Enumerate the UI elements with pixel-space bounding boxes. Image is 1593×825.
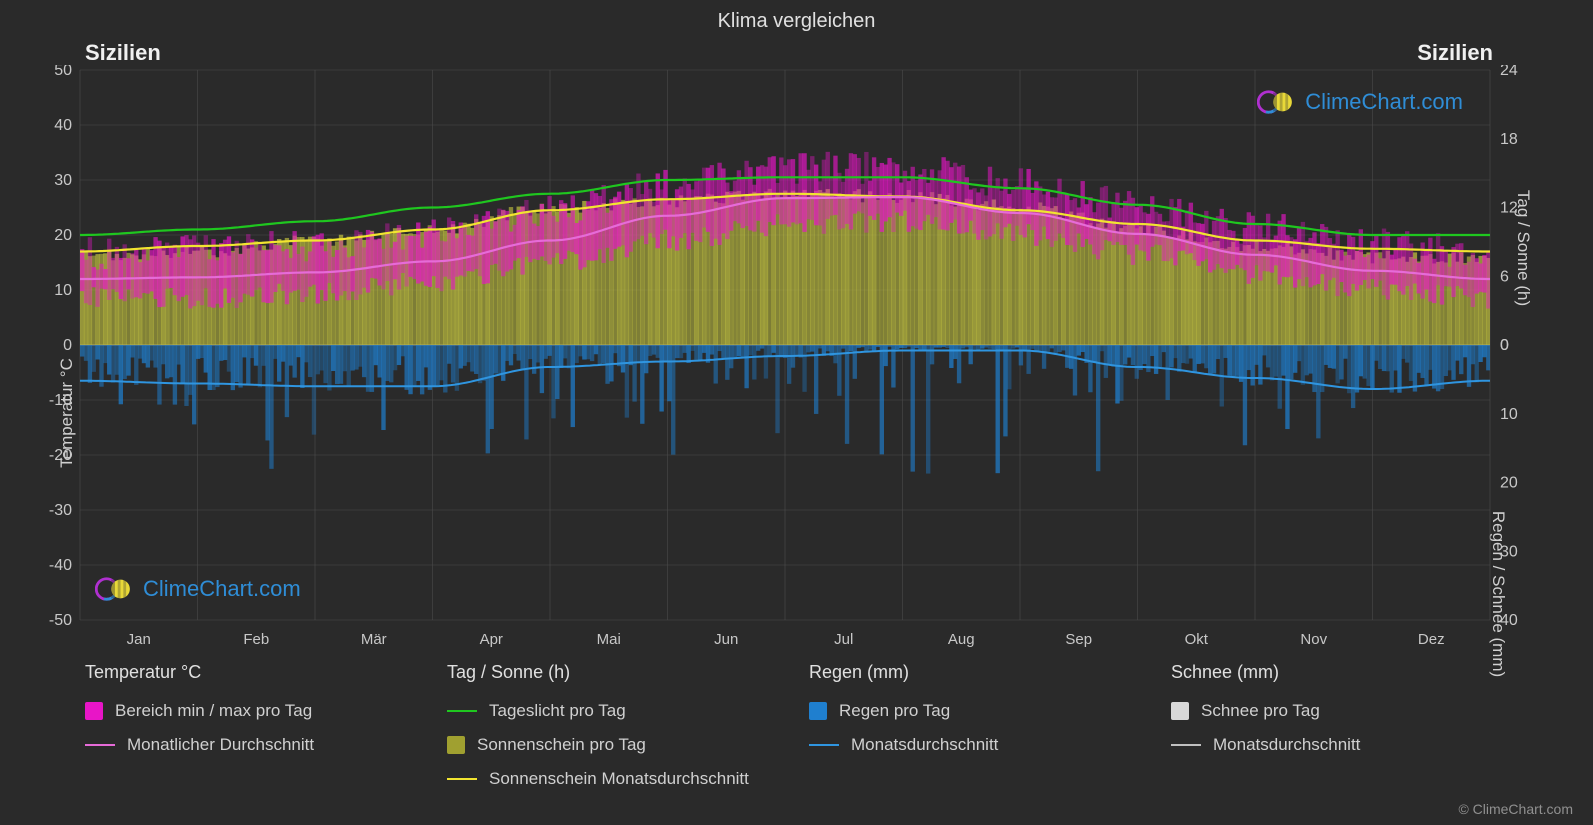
location-right: Sizilien — [1417, 40, 1493, 66]
svg-text:-20: -20 — [49, 447, 72, 464]
legend-col-sun: Tag / Sonne (h) Tageslicht pro Tag Sonne… — [447, 662, 809, 789]
legend-item: Monatsdurchschnitt — [1171, 735, 1533, 755]
svg-text:Mär: Mär — [361, 631, 387, 648]
svg-text:-50: -50 — [49, 612, 72, 629]
svg-text:18: 18 — [1500, 131, 1518, 148]
svg-text:40: 40 — [54, 117, 72, 134]
svg-text:10: 10 — [54, 282, 72, 299]
svg-text:6: 6 — [1500, 268, 1509, 285]
swatch-icon — [1171, 702, 1189, 720]
legend: Temperatur °C Bereich min / max pro Tag … — [85, 662, 1533, 789]
svg-text:40: 40 — [1500, 612, 1518, 629]
svg-text:Sep: Sep — [1065, 631, 1092, 648]
copyright-text: © ClimeChart.com — [1458, 801, 1573, 817]
chart-title: Klima vergleichen — [0, 10, 1593, 33]
legend-header-temp: Temperatur °C — [85, 662, 447, 683]
legend-item: Bereich min / max pro Tag — [85, 701, 447, 721]
legend-label: Bereich min / max pro Tag — [115, 701, 312, 721]
svg-text:Okt: Okt — [1185, 631, 1209, 648]
legend-item: Sonnenschein Monatsdurchschnitt — [447, 769, 809, 789]
legend-label: Regen pro Tag — [839, 701, 950, 721]
svg-text:12: 12 — [1500, 200, 1518, 217]
legend-label: Monatsdurchschnitt — [1213, 735, 1360, 755]
svg-text:30: 30 — [54, 172, 72, 189]
swatch-icon — [447, 778, 477, 780]
legend-item: Regen pro Tag — [809, 701, 1171, 721]
watermark-text: ClimeChart.com — [143, 576, 301, 602]
watermark-text: ClimeChart.com — [1305, 89, 1463, 115]
svg-text:-10: -10 — [49, 392, 72, 409]
legend-label: Schnee pro Tag — [1201, 701, 1320, 721]
legend-label: Tageslicht pro Tag — [489, 701, 626, 721]
swatch-icon — [85, 744, 115, 746]
legend-col-snow: Schnee (mm) Schnee pro Tag Monatsdurchsc… — [1171, 662, 1533, 789]
legend-col-rain: Regen (mm) Regen pro Tag Monatsdurchschn… — [809, 662, 1171, 789]
svg-text:Aug: Aug — [948, 631, 975, 648]
legend-header-sun: Tag / Sonne (h) — [447, 662, 809, 683]
swatch-icon — [809, 702, 827, 720]
svg-text:20: 20 — [54, 227, 72, 244]
legend-item: Tageslicht pro Tag — [447, 701, 809, 721]
svg-text:0: 0 — [63, 337, 72, 354]
legend-label: Monatsdurchschnitt — [851, 735, 998, 755]
svg-text:Nov: Nov — [1300, 631, 1327, 648]
legend-label: Sonnenschein Monatsdurchschnitt — [489, 769, 749, 789]
svg-text:-30: -30 — [49, 502, 72, 519]
chart-svg: 50403020100-10-20-30-40-5024181260010203… — [35, 65, 1545, 655]
svg-text:Jul: Jul — [834, 631, 853, 648]
svg-text:-40: -40 — [49, 557, 72, 574]
svg-text:Apr: Apr — [480, 631, 503, 648]
legend-label: Monatlicher Durchschnitt — [127, 735, 314, 755]
svg-text:Jun: Jun — [714, 631, 738, 648]
legend-header-snow: Schnee (mm) — [1171, 662, 1533, 683]
watermark-icon: ClimeChart.com — [95, 575, 301, 603]
location-left: Sizilien — [85, 40, 161, 66]
legend-item: Sonnenschein pro Tag — [447, 735, 809, 755]
svg-text:50: 50 — [54, 65, 72, 79]
chart-area: 50403020100-10-20-30-40-5024181260010203… — [80, 70, 1490, 620]
watermark-icon: ClimeChart.com — [1257, 88, 1463, 116]
svg-text:10: 10 — [1500, 406, 1518, 423]
legend-col-temp: Temperatur °C Bereich min / max pro Tag … — [85, 662, 447, 789]
svg-text:Jan: Jan — [127, 631, 151, 648]
legend-label: Sonnenschein pro Tag — [477, 735, 646, 755]
legend-item: Monatsdurchschnitt — [809, 735, 1171, 755]
svg-text:Mai: Mai — [597, 631, 621, 648]
svg-text:Dez: Dez — [1418, 631, 1445, 648]
svg-text:Feb: Feb — [243, 631, 269, 648]
swatch-icon — [1171, 744, 1201, 746]
svg-text:24: 24 — [1500, 65, 1518, 79]
swatch-icon — [85, 702, 103, 720]
swatch-icon — [447, 710, 477, 712]
svg-text:30: 30 — [1500, 543, 1518, 560]
legend-header-rain: Regen (mm) — [809, 662, 1171, 683]
svg-text:20: 20 — [1500, 475, 1518, 492]
swatch-icon — [809, 744, 839, 746]
legend-item: Schnee pro Tag — [1171, 701, 1533, 721]
swatch-icon — [447, 736, 465, 754]
svg-text:0: 0 — [1500, 337, 1509, 354]
legend-item: Monatlicher Durchschnitt — [85, 735, 447, 755]
